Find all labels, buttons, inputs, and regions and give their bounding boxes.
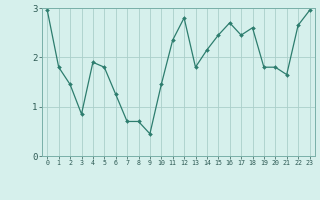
Text: Humidex (Indice chaleur): Humidex (Indice chaleur) [90, 183, 230, 193]
